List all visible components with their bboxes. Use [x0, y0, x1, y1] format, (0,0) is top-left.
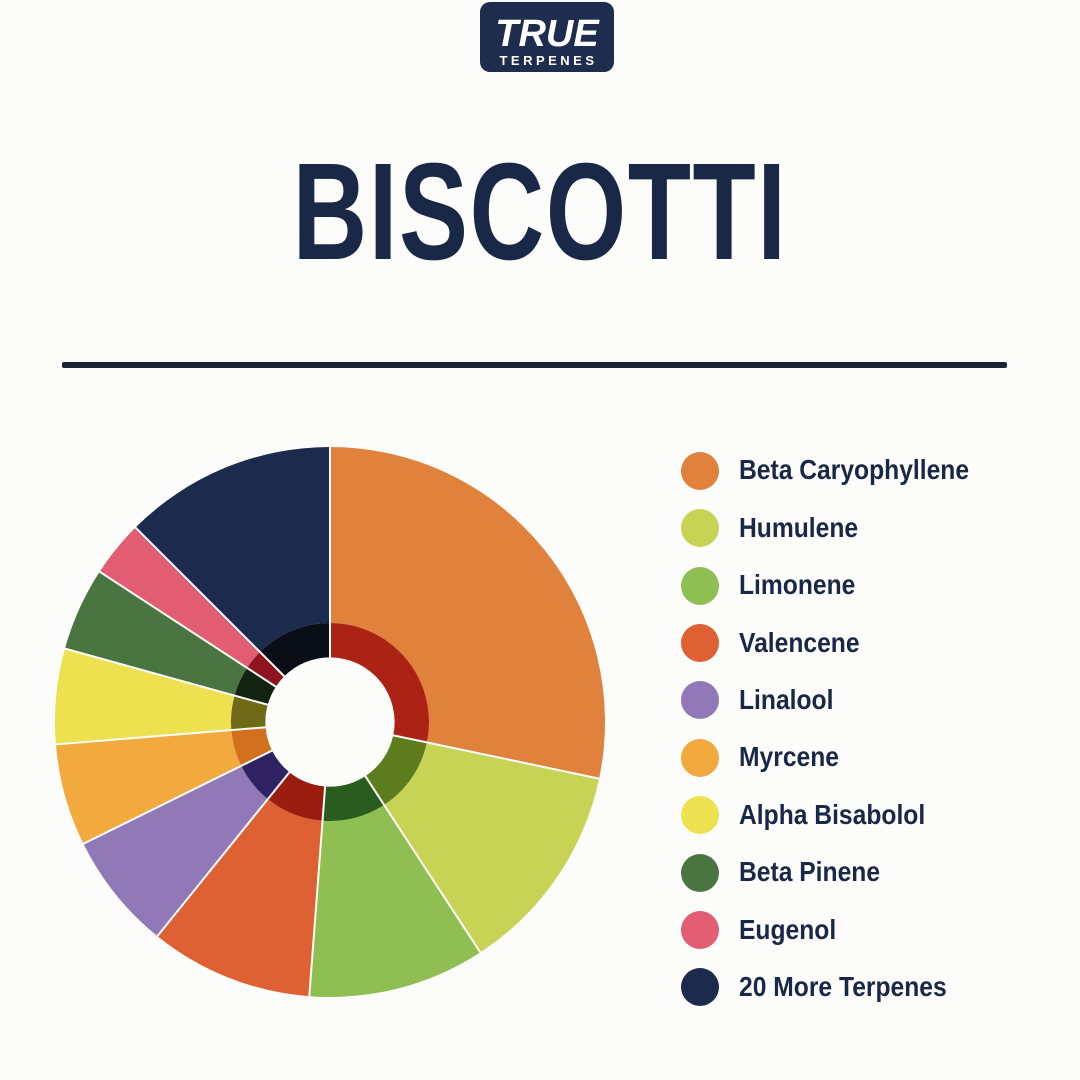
legend-color-dot — [681, 509, 719, 548]
pie-inner-ring-beta-pinene — [234, 667, 276, 705]
pie-inner-ring-humulene — [365, 735, 427, 805]
legend-item: Eugenol — [681, 901, 1041, 958]
legend-label: Valencene — [739, 626, 860, 658]
legend-label: Alpha Bisabolol — [739, 798, 926, 830]
legend-item: Humulene — [681, 499, 1041, 556]
strain-title: BISCOTTI — [292, 135, 788, 289]
title-wrap: BISCOTTI — [0, 143, 1080, 281]
slice-separator — [99, 570, 278, 689]
pie-inner-ring-limonene — [322, 776, 385, 821]
legend-item: Linalool — [681, 672, 1041, 729]
legend-label: Myrcene — [739, 741, 839, 773]
pie-inner-ring-valencene — [267, 772, 326, 821]
legend-item: Beta Pinene — [681, 844, 1041, 901]
legend-color-dot — [681, 853, 719, 892]
legend-item: Myrcene — [681, 729, 1041, 786]
terpene-pie-chart — [55, 447, 605, 997]
legend-label: Limonene — [739, 569, 856, 601]
legend-item: Limonene — [681, 557, 1041, 614]
legend-color-dot — [681, 623, 719, 662]
pie-slice-eugenol — [99, 527, 260, 668]
legend-color-dot — [681, 566, 719, 605]
slice-separator — [82, 749, 274, 845]
legend-item: 20 More Terpenes — [681, 959, 1041, 1016]
legend-label: 20 More Terpenes — [739, 970, 947, 1002]
legend-color-dot — [681, 968, 719, 1007]
legend-color-dot — [681, 681, 719, 720]
legend-label: Humulene — [739, 511, 859, 543]
legend-color-dot — [681, 910, 719, 949]
pie-slice-limonene — [309, 804, 481, 997]
pie-slice-linalool — [83, 765, 268, 937]
legend-label: Beta Pinene — [739, 856, 881, 888]
true-terpenes-logo: TRUE TERPENES — [480, 2, 614, 72]
pie-inner-ring-beta-caryophyllene — [330, 623, 429, 743]
legend-label: Linalool — [739, 683, 834, 715]
legend-item: Valencene — [681, 614, 1041, 671]
logo-wordmark: TRUE — [495, 13, 599, 55]
logo-subtitle: TERPENES — [499, 53, 598, 68]
legend-color-dot — [681, 796, 719, 835]
slice-separator — [134, 526, 286, 678]
legend-label: Beta Caryophyllene — [739, 454, 970, 486]
pie-slice-valencene — [157, 799, 323, 997]
slice-separator — [55, 726, 267, 746]
pie-slice-myrcene — [55, 730, 242, 844]
pie-slice-alpha-bisabolol — [55, 648, 235, 745]
pie-inner-ring-eugenol — [247, 651, 285, 687]
pie-slice-humulene — [384, 742, 600, 953]
legend-item: Beta Caryophyllene — [681, 442, 1041, 499]
pie-inner-ring-20-more-terpenes — [259, 623, 330, 677]
pie-slice-20-more-terpenes — [135, 447, 330, 652]
slice-separator — [363, 774, 482, 953]
pie-inner-ring-alpha-bisabolol — [231, 695, 268, 731]
pie-slice-beta-caryophyllene — [330, 447, 605, 779]
legend-color-dot — [681, 738, 719, 777]
slice-separator — [156, 770, 291, 937]
legend-color-dot — [681, 451, 719, 490]
divider-rule — [62, 362, 1007, 368]
slice-separator — [64, 647, 269, 706]
slice-separator — [392, 734, 600, 780]
legend: Beta Caryophyllene Humulene Limonene Valenc… — [681, 442, 1041, 1016]
slice-separator — [308, 785, 327, 997]
legend-item: Alpha Bisabolol — [681, 786, 1041, 843]
pie-slice-beta-pinene — [64, 571, 248, 696]
legend-label: Eugenol — [739, 913, 837, 945]
pie-inner-ring-myrcene — [231, 727, 273, 766]
